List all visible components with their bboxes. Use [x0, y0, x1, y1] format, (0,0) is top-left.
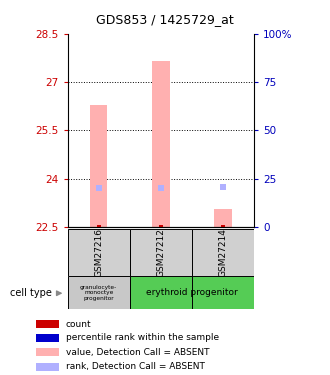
- Text: erythroid progenitor: erythroid progenitor: [146, 288, 238, 297]
- Bar: [36, 320, 59, 328]
- Bar: [68, 229, 130, 276]
- Text: percentile rank within the sample: percentile rank within the sample: [66, 333, 219, 342]
- Bar: [130, 276, 192, 309]
- Bar: [36, 334, 59, 342]
- Bar: [192, 276, 254, 309]
- Bar: [214, 209, 232, 227]
- Text: count: count: [66, 320, 91, 329]
- Text: rank, Detection Call = ABSENT: rank, Detection Call = ABSENT: [66, 363, 205, 372]
- Text: cell type: cell type: [10, 288, 52, 298]
- Text: granulocyte-
monoctye
progenitor: granulocyte- monoctye progenitor: [80, 285, 117, 301]
- Text: GSM27214: GSM27214: [218, 228, 227, 277]
- Bar: [36, 363, 59, 371]
- Bar: [152, 61, 170, 227]
- Bar: [192, 229, 254, 276]
- Text: GSM27212: GSM27212: [156, 228, 165, 277]
- Bar: [36, 348, 59, 356]
- Text: GDS853 / 1425729_at: GDS853 / 1425729_at: [96, 13, 234, 26]
- Text: value, Detection Call = ABSENT: value, Detection Call = ABSENT: [66, 348, 209, 357]
- Bar: [68, 276, 130, 309]
- Bar: [90, 105, 108, 227]
- Bar: [130, 229, 192, 276]
- Text: GSM27216: GSM27216: [94, 228, 103, 277]
